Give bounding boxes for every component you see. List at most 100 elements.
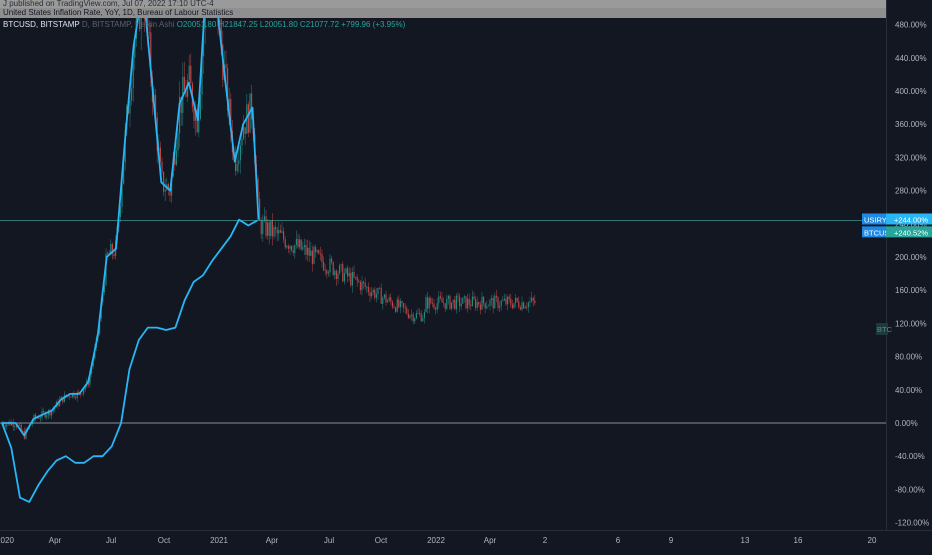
x-tick-label: Oct — [158, 536, 171, 545]
candle-body — [107, 253, 108, 254]
candle-body — [494, 296, 495, 309]
candle-body — [456, 296, 457, 309]
candle-body — [270, 221, 271, 236]
btc-symbol: BTCUSD, BITSTAMP — [3, 20, 80, 29]
candle-body — [461, 304, 462, 307]
candle-body — [425, 297, 426, 312]
candle-body — [305, 245, 306, 255]
x-tick-label: Jul — [324, 536, 334, 545]
candle-body — [265, 216, 266, 236]
candle-body — [149, 32, 150, 33]
candle-body — [424, 312, 425, 318]
candle-body — [345, 268, 346, 273]
y-tick-label: 480.00% — [895, 21, 927, 30]
x-tick-label: Oct — [375, 536, 388, 545]
candle-body — [485, 303, 486, 308]
x-tick-label: 2020 — [0, 536, 14, 545]
candle-body — [189, 66, 190, 81]
candle-body — [358, 281, 359, 282]
btc-ohlc: O20051.80 H21847.25 L20051.80 C21077.72 … — [177, 20, 406, 29]
candle-body — [163, 172, 164, 192]
candle-body — [392, 302, 393, 307]
candle-body — [398, 299, 399, 307]
candle-body — [513, 303, 514, 308]
candle-body — [262, 220, 263, 234]
y-tick-label: -120.00% — [895, 519, 929, 528]
candle-body — [302, 247, 303, 249]
candle-body — [443, 303, 444, 304]
candle-body — [312, 251, 313, 264]
candle-body — [5, 425, 6, 426]
candle-body — [75, 397, 76, 398]
candle-body — [46, 415, 47, 417]
candle-body — [395, 308, 396, 312]
inflation-legend[interactable]: United States Inflation Rate, YoY, 1D, B… — [0, 8, 886, 18]
x-tick-label: 2022 — [427, 536, 445, 545]
candle-body — [299, 240, 300, 248]
candle-body — [326, 270, 327, 273]
price-label-value: +240.52% — [894, 228, 928, 237]
candle-body — [374, 290, 375, 298]
y-tick-label: 400.00% — [895, 87, 927, 96]
candle-body — [14, 426, 15, 427]
candle-body — [406, 308, 407, 313]
published-line: J published on TradingView.com, Jul 07, … — [0, 0, 886, 8]
candle-body — [285, 239, 286, 247]
candle-body — [366, 287, 367, 288]
candle-body — [432, 303, 433, 304]
candle-body — [273, 227, 274, 236]
candle-body — [478, 302, 479, 305]
candle-body — [470, 305, 471, 306]
candle-body — [454, 300, 455, 309]
btc-legend[interactable]: BTCUSD, BITSTAMP D, BITSTAMP, Heikin Ash… — [0, 20, 405, 30]
candle-body — [368, 287, 369, 292]
candle-body — [325, 270, 326, 271]
candle-body — [237, 164, 238, 171]
y-tick-label: 440.00% — [895, 54, 927, 63]
candle-body — [349, 273, 350, 276]
x-tick-label: 6 — [616, 536, 621, 545]
candle-body — [523, 302, 524, 308]
candle-body — [184, 77, 185, 90]
candle-body — [417, 313, 418, 314]
candle-body — [43, 411, 44, 412]
candle-body — [382, 298, 383, 304]
candle-body — [453, 300, 454, 303]
candle-body — [449, 296, 450, 309]
candle-body — [387, 300, 388, 302]
price-label-value: +244.00% — [894, 215, 928, 224]
candle-body — [405, 307, 406, 308]
candle-body — [307, 248, 308, 255]
candle-body — [161, 162, 162, 172]
candle-body — [421, 313, 422, 321]
candle-body — [129, 101, 130, 114]
candle-body — [467, 299, 468, 309]
candle-body — [283, 231, 284, 239]
candle-body — [512, 305, 513, 308]
candle-body — [291, 246, 292, 250]
candle-body — [475, 299, 476, 308]
price-label-usiryy: USIRYY+244.00% — [862, 213, 932, 224]
y-tick-label: 80.00% — [895, 353, 922, 362]
candle-body — [491, 298, 492, 300]
candle-body — [352, 272, 353, 285]
candle-body — [278, 230, 279, 233]
y-tick-label: 120.00% — [895, 319, 927, 328]
candle-body — [509, 297, 510, 299]
candle-body — [446, 299, 447, 309]
candle-body — [272, 221, 273, 237]
symbol-watermark: BTC — [876, 323, 893, 335]
candle-body — [435, 308, 436, 310]
y-tick-label: 40.00% — [895, 386, 922, 395]
candle-body — [501, 301, 502, 306]
candle-body — [77, 392, 78, 398]
candle-body — [473, 297, 474, 300]
y-tick-label: 160.00% — [895, 286, 927, 295]
candle-body — [344, 273, 345, 281]
candle-body — [243, 127, 244, 138]
candle-body — [342, 264, 343, 281]
candle-body — [438, 296, 439, 303]
